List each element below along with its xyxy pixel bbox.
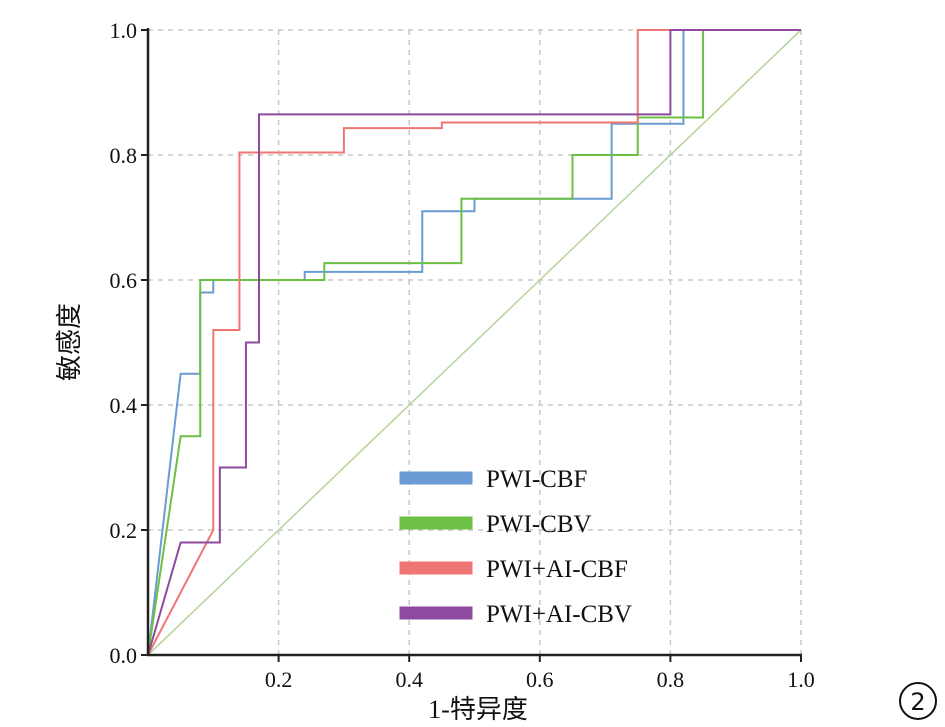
legend-swatch [399,606,473,620]
legend-label: PWI-CBV [486,511,592,538]
axes [141,28,802,662]
legend-swatch [399,471,473,485]
roc-curve-pwi-plus-ai-cbf [147,29,801,656]
legend-swatch [399,561,473,575]
legend-label: PWI+AI-CBV [486,601,632,628]
panel-label-text: 2 [910,688,925,716]
y-tick-label: 0.4 [110,393,138,418]
legend-swatch [399,516,473,530]
y-tick-label: 0.2 [110,518,138,543]
x-tick-label: 0.4 [395,667,423,692]
y-axis-label: 敏感度 [55,303,84,381]
x-axis-label: 1-特异度 [428,695,528,724]
roc-curve-pwi-cbv [147,29,801,656]
legend-label: PWI-CBF [486,466,587,493]
y-tick-label: 1.0 [110,18,138,43]
y-tick-label: 0.6 [110,268,138,293]
x-tick-label: 0.6 [526,667,554,692]
panel-label: 2 [899,682,937,720]
reference-diagonal [147,29,802,656]
legend: PWI-CBF PWI-CBV PWI+AI-CBF PWI+AI-CBV [399,466,632,628]
x-tick-label: 1.0 [787,667,815,692]
y-tick-label: 0.0 [110,643,138,668]
roc-curve-pwi-plus-ai-cbv [147,29,801,656]
legend-label: PWI+AI-CBF [486,556,628,583]
x-tick-label: 0.8 [657,667,685,692]
x-tick-label: 0.2 [265,667,293,692]
y-tick-label: 0.8 [110,143,138,168]
tick-labels: 0.2 0.4 0.6 0.8 1.0 0.0 0.2 0.4 0.6 0.8 1.0 [110,18,815,692]
roc-curves [147,29,801,656]
